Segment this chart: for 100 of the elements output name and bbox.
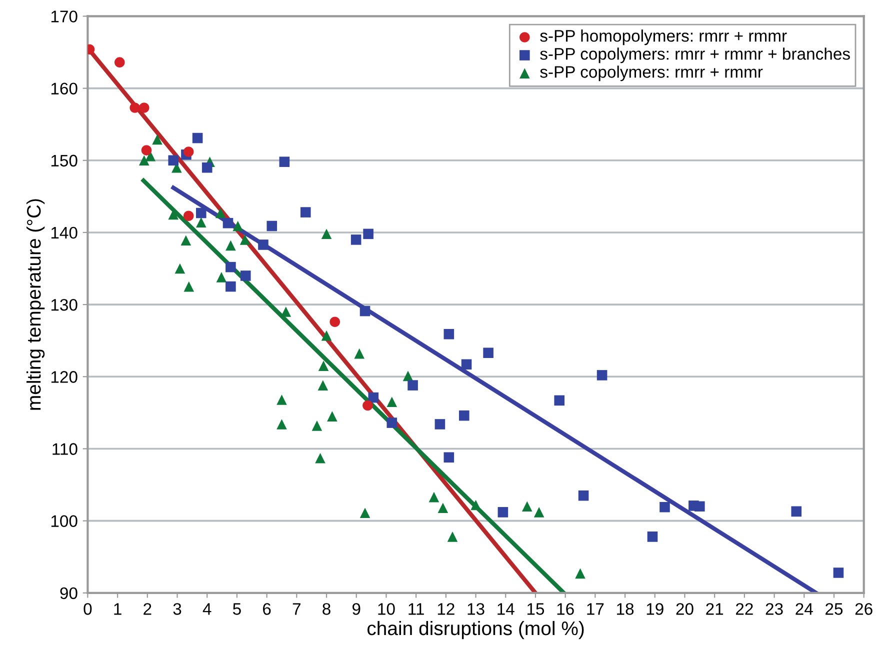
point bbox=[222, 218, 234, 228]
x-tick-label: 0 bbox=[84, 603, 92, 615]
x-tick-label: 23 bbox=[766, 603, 783, 615]
point bbox=[226, 281, 236, 292]
point bbox=[145, 150, 156, 162]
point bbox=[276, 394, 287, 405]
point bbox=[114, 57, 125, 68]
x-tick-label: 14 bbox=[498, 603, 514, 615]
x-tick-label: 21 bbox=[706, 603, 724, 615]
point bbox=[152, 134, 162, 145]
point bbox=[660, 502, 670, 512]
point bbox=[202, 162, 212, 173]
x-tick-label: 15 bbox=[527, 603, 544, 615]
point bbox=[434, 419, 446, 430]
point bbox=[694, 501, 705, 512]
x-tick-label: 25 bbox=[826, 603, 843, 615]
point bbox=[360, 306, 370, 316]
point bbox=[596, 370, 608, 380]
legend-label: s-PP homopolymers: rmrr + rmmr bbox=[540, 30, 787, 46]
point bbox=[360, 508, 370, 518]
point bbox=[240, 270, 251, 281]
point bbox=[522, 501, 532, 512]
x-axis-title: chain disruptions (mol %) bbox=[367, 620, 584, 640]
point bbox=[833, 568, 844, 578]
point bbox=[408, 380, 418, 390]
x-tick-label: 6 bbox=[263, 603, 271, 615]
point bbox=[196, 217, 206, 228]
point bbox=[258, 240, 268, 250]
point bbox=[791, 506, 802, 517]
point bbox=[226, 262, 236, 272]
point bbox=[215, 208, 226, 218]
x-tick-label: 18 bbox=[617, 603, 634, 615]
x-tick-label: 20 bbox=[676, 603, 694, 615]
point bbox=[184, 281, 194, 292]
x-tick-label: 8 bbox=[322, 603, 330, 615]
point bbox=[183, 210, 194, 222]
point bbox=[232, 220, 244, 232]
point bbox=[226, 240, 236, 251]
point bbox=[321, 330, 332, 341]
point bbox=[321, 228, 332, 240]
point bbox=[461, 359, 472, 370]
point bbox=[386, 396, 398, 408]
point bbox=[647, 532, 658, 542]
y-tick-label: 140 bbox=[51, 226, 78, 239]
point bbox=[279, 156, 290, 167]
point bbox=[327, 411, 338, 422]
x-tick-label: 2 bbox=[144, 603, 152, 615]
y-tick-label: 130 bbox=[51, 298, 78, 311]
y-tick-label: 170 bbox=[51, 10, 78, 22]
x-tick-label: 7 bbox=[292, 603, 300, 615]
x-tick-label: 10 bbox=[378, 603, 395, 615]
x-tick-label: 4 bbox=[202, 603, 212, 615]
point bbox=[318, 360, 329, 371]
point bbox=[362, 400, 373, 411]
point bbox=[470, 500, 481, 510]
legend-label: s-PP copolymers: rmrr + rmmr + branches bbox=[540, 48, 850, 64]
x-tick-label: 12 bbox=[438, 603, 454, 615]
point bbox=[141, 145, 152, 156]
point bbox=[318, 380, 328, 390]
point bbox=[354, 348, 364, 359]
x-tick-label: 3 bbox=[173, 603, 182, 615]
point bbox=[300, 207, 311, 218]
x-tick-label: 11 bbox=[408, 603, 424, 615]
y-tick-label: 90 bbox=[60, 587, 78, 600]
y-tick-label: 110 bbox=[52, 443, 78, 455]
y-axis-title: melting temperature (°C) bbox=[26, 199, 45, 410]
point bbox=[315, 452, 326, 464]
point bbox=[386, 418, 398, 428]
point bbox=[138, 155, 150, 166]
point bbox=[130, 102, 140, 113]
point bbox=[444, 328, 454, 340]
x-tick-label: 19 bbox=[646, 603, 664, 615]
point bbox=[350, 234, 362, 245]
point bbox=[578, 490, 589, 501]
point bbox=[428, 492, 440, 502]
point bbox=[183, 146, 194, 157]
point bbox=[438, 502, 448, 514]
x-tick-label: 26 bbox=[855, 603, 872, 615]
y-tick-label: 150 bbox=[51, 154, 78, 167]
point bbox=[266, 220, 278, 232]
x-tick-label: 17 bbox=[587, 603, 604, 615]
point bbox=[312, 420, 322, 431]
x-tick-label: 13 bbox=[468, 603, 484, 615]
point bbox=[458, 410, 470, 421]
x-tick-label: 22 bbox=[736, 603, 753, 615]
point bbox=[368, 392, 379, 403]
point bbox=[180, 235, 192, 246]
point bbox=[554, 395, 565, 406]
point bbox=[534, 507, 544, 518]
y-tick-label: 100 bbox=[51, 515, 78, 528]
point bbox=[192, 132, 203, 144]
point bbox=[196, 208, 206, 218]
point bbox=[483, 348, 494, 358]
x-tick-label: 16 bbox=[557, 603, 574, 615]
point bbox=[330, 316, 340, 328]
point bbox=[575, 568, 586, 579]
point bbox=[280, 306, 292, 317]
point bbox=[447, 532, 458, 542]
point bbox=[138, 102, 150, 113]
point bbox=[240, 234, 250, 245]
